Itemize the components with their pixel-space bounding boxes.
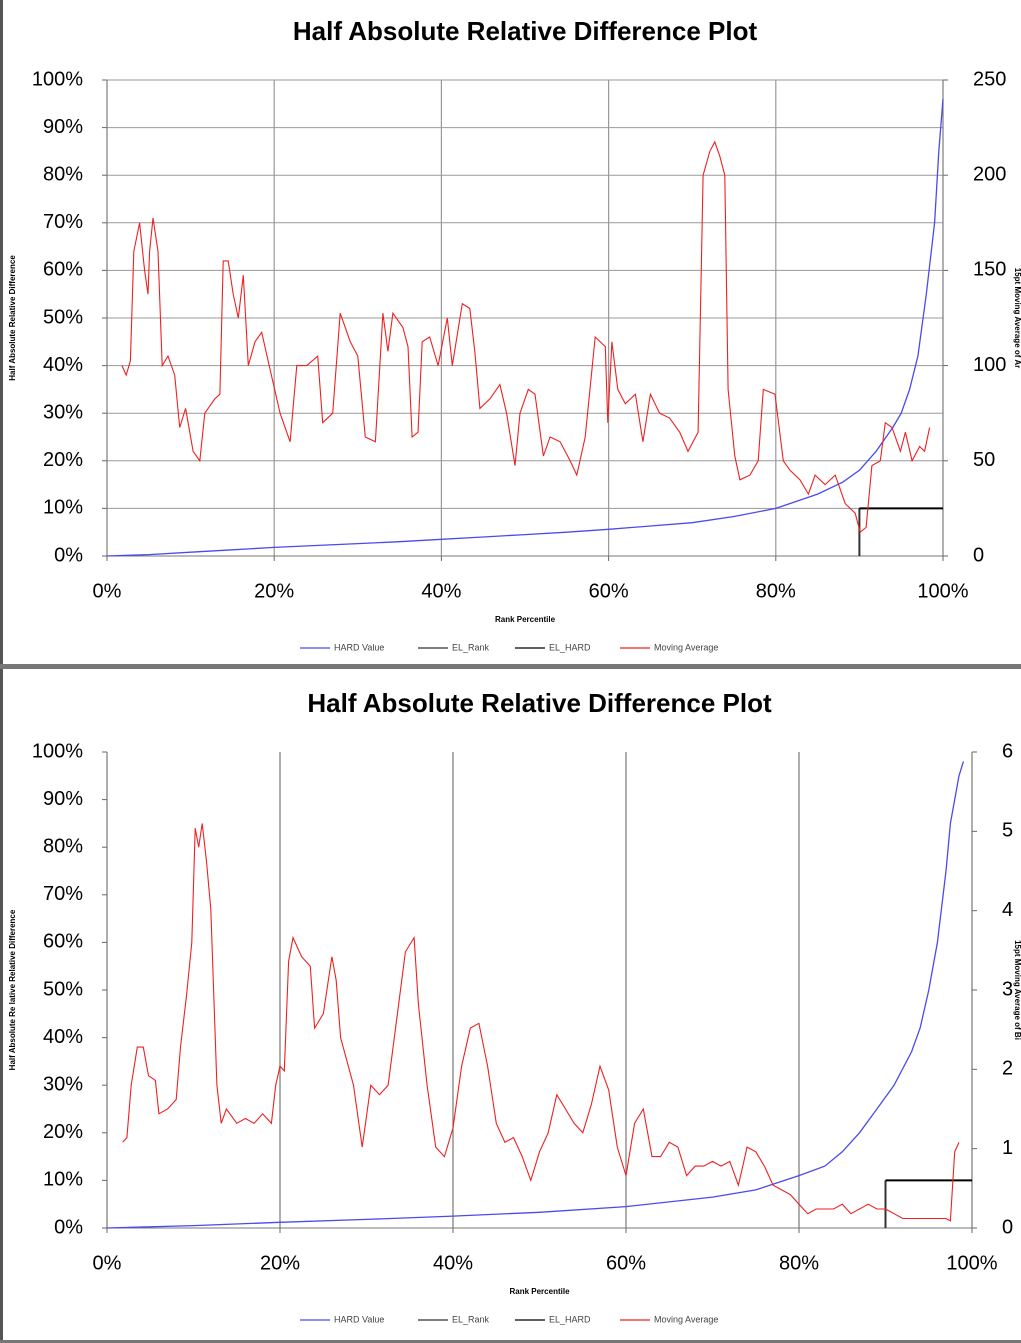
frame-left (0, 0, 3, 1343)
y-tick-label: 0% (54, 1216, 83, 1238)
y2-tick-label: 1 (1002, 1137, 1013, 1159)
y-tick-label: 80% (43, 163, 83, 185)
x-tick-label: 0% (93, 1252, 122, 1274)
y-tick-label: 40% (43, 1026, 83, 1048)
chart-title: Half Absolute Relative Difference Plot (307, 688, 772, 718)
y-tick-label: 60% (43, 259, 83, 281)
y-tick-label: 10% (43, 1169, 83, 1191)
y2-tick-label: 0 (973, 544, 984, 566)
y2-tick-label: 100 (973, 354, 1006, 376)
x-tick-label: 100% (917, 580, 968, 602)
y2-tick-label: 250 (973, 68, 1006, 90)
y-tick-label: 0% (54, 544, 83, 566)
y-tick-label: 70% (43, 883, 83, 905)
x-tick-label: 60% (589, 580, 629, 602)
y2-tick-label: 50 (973, 449, 995, 471)
y-tick-label: 60% (43, 931, 83, 953)
legend-label: HARD Value (334, 642, 384, 652)
x-tick-label: 100% (946, 1252, 997, 1274)
legend-label: EL_HARD (549, 642, 591, 652)
x-tick-label: 20% (260, 1252, 300, 1274)
y-tick-label: 10% (43, 497, 83, 519)
y2-tick-label: 200 (973, 163, 1006, 185)
y2-tick-label: 0 (1002, 1216, 1013, 1238)
x-tick-label: 60% (606, 1252, 646, 1274)
data-line (106, 761, 965, 1229)
x-axis-title: Rank Percentile (495, 615, 556, 624)
legend-label: Moving Average (654, 642, 718, 652)
legend-label: EL_Rank (452, 1314, 490, 1324)
x-tick-label: 40% (433, 1252, 473, 1274)
x-tick-label: 20% (254, 580, 294, 602)
legend-label: EL_HARD (549, 1314, 591, 1324)
x-tick-label: 80% (779, 1252, 819, 1274)
x-tick-label: 80% (756, 580, 796, 602)
y-tick-label: 90% (43, 116, 83, 138)
y-tick-label: 90% (43, 788, 83, 810)
panel-divider (0, 664, 1021, 669)
legend-label: HARD Value (334, 1314, 384, 1324)
y-axis-title: Half Absolute Re lative Relative Differe… (8, 909, 17, 1070)
y-tick-label: 100% (32, 740, 83, 762)
y2-tick-label: 6 (1002, 740, 1013, 762)
x-axis-title: Rank Percentile (509, 1287, 570, 1296)
data-line (121, 140, 931, 534)
legend-label: Moving Average (654, 1314, 718, 1324)
y-tick-label: 50% (43, 306, 83, 328)
y2-tick-label: 150 (973, 259, 1006, 281)
y-axis-title: Half Absolute Relative Difference (8, 255, 17, 381)
chart-title: Half Absolute Relative Difference Plot (293, 16, 758, 46)
y-tick-label: 100% (32, 68, 83, 90)
data-line (106, 98, 944, 557)
y-tick-label: 30% (43, 1073, 83, 1095)
y-tick-label: 80% (43, 835, 83, 857)
y-tick-label: 50% (43, 978, 83, 1000)
y2-tick-label: 2 (1002, 1058, 1013, 1080)
data-line (122, 823, 960, 1222)
y-tick-label: 30% (43, 401, 83, 423)
y2-tick-label: 4 (1002, 899, 1013, 921)
legend-label: EL_Rank (452, 642, 490, 652)
y2-axis-title: 15pt Moving Average of Bi (1013, 940, 1021, 1040)
y-tick-label: 70% (43, 211, 83, 233)
x-tick-label: 40% (421, 580, 461, 602)
y-tick-label: 20% (43, 1121, 83, 1143)
frame-bottom (0, 1340, 1021, 1343)
y2-tick-label: 5 (1002, 820, 1013, 842)
y2-axis-title: 15pt Moving Average of Ar (1013, 268, 1021, 368)
y-tick-label: 40% (43, 354, 83, 376)
x-tick-label: 0% (93, 580, 122, 602)
y2-tick-label: 3 (1002, 978, 1013, 1000)
y-tick-label: 20% (43, 449, 83, 471)
